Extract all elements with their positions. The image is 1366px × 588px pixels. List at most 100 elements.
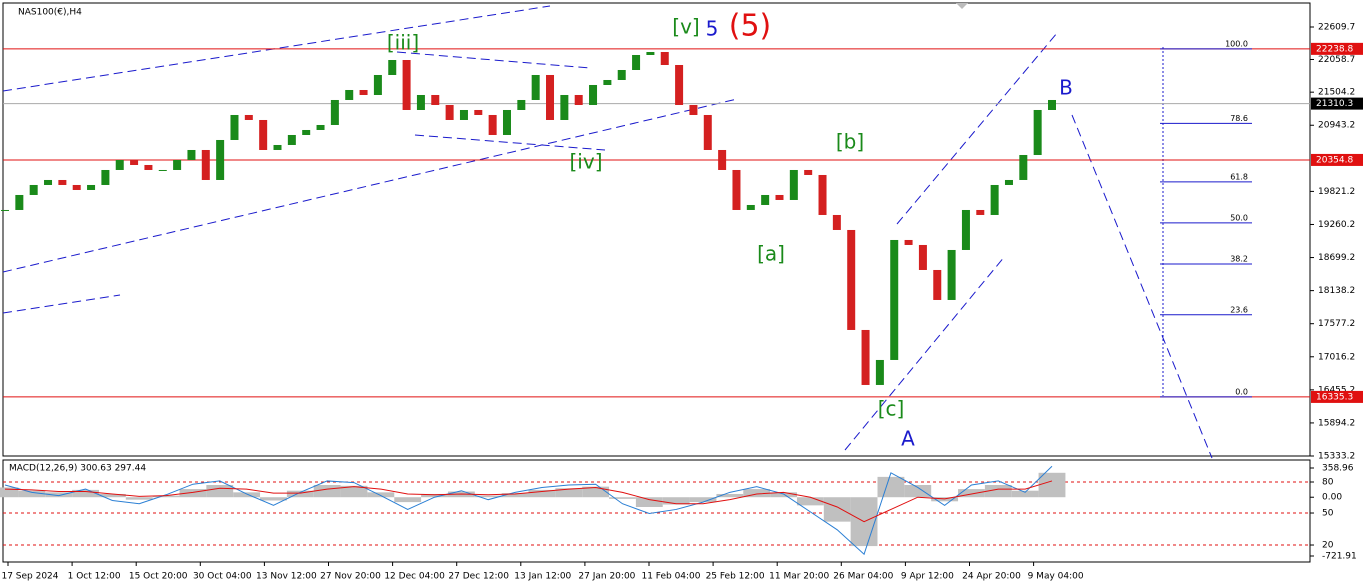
wave-label: [b] (836, 130, 864, 154)
macd-tick-label: 20 (1322, 541, 1334, 551)
candle (990, 184, 999, 215)
price-box (1311, 97, 1363, 110)
y-tick-label: 15333.2 (1318, 452, 1355, 462)
x-tick-label: 24 Apr 20:00 (962, 572, 1021, 582)
macd-bar (98, 493, 126, 498)
candle (890, 239, 899, 360)
candle (87, 184, 96, 190)
macd-bar (770, 492, 797, 498)
candle (918, 244, 927, 270)
wave-label: [c] (878, 397, 905, 421)
y-tick-label: 22609.7 (1318, 22, 1355, 32)
y-tick-label: 19260.2 (1318, 220, 1355, 230)
candle (732, 169, 741, 210)
candle (847, 229, 856, 330)
y-tick-label: 17016.2 (1318, 352, 1355, 362)
x-tick-label: 11 Feb 04:00 (641, 572, 700, 582)
price-box (1311, 153, 1363, 166)
macd-panel (2, 459, 1311, 563)
candle (431, 94, 440, 105)
candle (72, 184, 81, 190)
candle (746, 204, 755, 210)
candle (316, 124, 325, 130)
candle (244, 114, 253, 120)
macd-tick-label: -721.91 (1322, 552, 1357, 562)
price-panel (2, 2, 1311, 457)
macd-bar (823, 497, 851, 522)
wave-label: [iii] (387, 31, 419, 55)
candle (947, 249, 956, 300)
x-tick-label: 27 Jan 20:00 (578, 572, 635, 582)
candle (216, 139, 225, 180)
macd-bar (179, 489, 207, 498)
macd-bar (689, 497, 717, 503)
candle (861, 329, 870, 385)
fib-label: 38.2 (1230, 254, 1248, 263)
x-tick-label: 17 Sep 2024 (1, 572, 58, 582)
candle (273, 144, 282, 150)
wave-label: A (901, 427, 915, 451)
candle (187, 149, 196, 160)
symbol: NAS100(€),H4 (18, 8, 82, 18)
candle (402, 59, 411, 110)
wave-label: 5 (706, 17, 719, 41)
candle (502, 109, 511, 135)
macd-bar (958, 489, 985, 498)
candle (1048, 99, 1056, 110)
wave-label: [v] (672, 15, 699, 39)
candle (603, 79, 612, 85)
x-tick-label: 1 Oct 12:00 (68, 572, 121, 582)
candle (1004, 179, 1013, 185)
candle (130, 159, 139, 165)
fib-label: 100.0 (1225, 39, 1248, 48)
trendlines (2, 5, 1213, 459)
candle (718, 149, 727, 170)
price-box (1311, 390, 1363, 403)
y-tick-label: 19821.2 (1318, 187, 1355, 197)
x-tick-label: 13 Nov 12:00 (256, 572, 317, 582)
candle (660, 51, 669, 65)
candle (173, 159, 182, 170)
x-tick-label: 11 Mar 20:00 (769, 572, 829, 582)
y-tick-label: 16455.2 (1318, 385, 1355, 395)
x-tick-label: 13 Jan 12:00 (514, 572, 571, 582)
wave-label: [iv] (570, 150, 603, 174)
candle (574, 94, 583, 105)
macd-bar (394, 497, 422, 503)
macd-main-line (4, 465, 1053, 556)
y-tick-label: 20943.2 (1318, 121, 1355, 131)
macd-signal-line (4, 480, 1053, 523)
macd-bar (286, 490, 314, 498)
price-box (1311, 42, 1363, 55)
macd-bar (984, 485, 1012, 498)
x-tick-label: 15 Oct 20:00 (129, 572, 188, 582)
macd-bar (233, 492, 261, 498)
candle (546, 74, 555, 120)
fib-label: 61.8 (1230, 172, 1248, 181)
macd-tick-label: 80 (1322, 477, 1334, 487)
candle (832, 214, 841, 230)
x-tick-label: 9 Apr 12:00 (901, 572, 954, 582)
macd-bar (635, 497, 663, 507)
candle (1, 209, 9, 211)
candle (259, 119, 268, 150)
macd-bar (152, 495, 180, 498)
candle (115, 159, 124, 170)
candle (373, 74, 382, 95)
macd-bar (125, 497, 153, 500)
macd-bar (260, 497, 287, 501)
candle (230, 114, 239, 140)
price-box-label: 20354.8 (1316, 155, 1353, 165)
candle (29, 184, 38, 195)
fib-label: 50.0 (1230, 213, 1248, 222)
x-tick-label: 12 Dec 04:00 (384, 572, 445, 582)
candle (158, 169, 167, 171)
macd-bar (662, 497, 690, 505)
candle (961, 209, 970, 250)
candle (589, 84, 598, 105)
candle (345, 89, 354, 100)
macd-bar (367, 492, 395, 498)
candle (933, 269, 942, 300)
candle (689, 104, 698, 115)
